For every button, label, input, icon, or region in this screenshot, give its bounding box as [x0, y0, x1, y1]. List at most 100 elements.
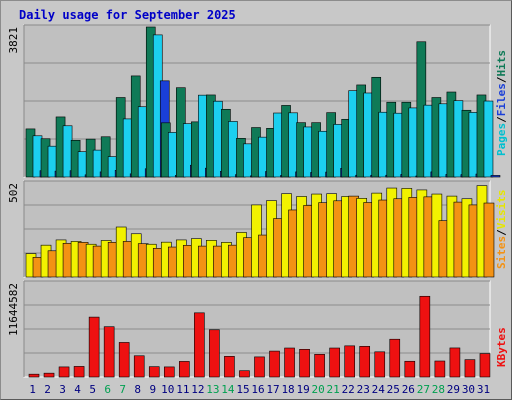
bar-files-day-12	[198, 94, 208, 178]
bar-files-day-24	[378, 111, 389, 178]
bar-kbytes-day-26	[404, 360, 416, 378]
x-tick-label-15: 15	[236, 383, 249, 396]
bar-kbytes-day-8	[133, 355, 145, 378]
bar-files-day-28	[438, 103, 449, 178]
x-tick-label-1: 1	[29, 383, 36, 396]
bar-kbytes-day-5	[88, 316, 100, 378]
bar-kbytes-day-18	[284, 347, 295, 378]
x-tick-label-27: 27	[417, 383, 430, 396]
bar-files-day-18	[288, 112, 298, 178]
x-tick-label-22: 22	[342, 383, 355, 396]
y-max-label: 11644582	[7, 283, 20, 336]
x-tick-label-14: 14	[221, 383, 235, 396]
bar-files-day-17	[273, 112, 283, 178]
x-tick-label-10: 10	[161, 383, 174, 396]
bar-kbytes-day-15	[239, 370, 250, 378]
bar-kbytes-day-12	[194, 312, 205, 378]
bar-files-day-26	[408, 107, 419, 178]
x-tick-label-19: 19	[296, 383, 309, 396]
bar-kbytes-day-13	[209, 329, 220, 378]
x-tick-label-7: 7	[119, 383, 126, 396]
x-tick-label-17: 17	[266, 383, 279, 396]
bar-kbytes-day-6	[103, 326, 115, 378]
bar-kbytes-day-16	[254, 356, 265, 378]
x-tick-label-4: 4	[74, 383, 81, 396]
bar-kbytes-day-30	[464, 359, 476, 378]
bar-kbytes-day-14	[224, 356, 235, 378]
legend-item-kbytes: KBytes	[495, 327, 508, 367]
chart-panel-3: 11644582 KBytes	[7, 280, 508, 378]
x-tick-label-26: 26	[402, 383, 415, 396]
legend-separator: /	[495, 229, 508, 236]
bar-kbytes-day-25	[389, 338, 401, 378]
chart-title: Daily usage for September 2025	[19, 8, 236, 22]
bar-kbytes-day-9	[148, 366, 160, 378]
legend: Sites/Visits	[495, 190, 508, 270]
bar-files-day-19	[303, 126, 313, 178]
x-tick-label-8: 8	[134, 383, 141, 396]
legend: KBytes	[495, 327, 508, 367]
x-tick-label-31: 31	[477, 383, 490, 396]
bar-kbytes-day-27	[419, 295, 431, 378]
legend-separator: /	[495, 76, 508, 83]
x-tick-label-25: 25	[387, 383, 400, 396]
y-max-label: 3821	[7, 27, 20, 54]
legend-item-files: Files	[495, 83, 508, 116]
bar-kbytes-day-21	[329, 347, 340, 378]
x-tick-label-3: 3	[59, 383, 66, 396]
legend-item-hits: Hits	[495, 50, 508, 77]
y-max-label: 502	[7, 183, 20, 203]
bar-kbytes-day-29	[449, 347, 461, 378]
bar-sites-day-31	[483, 202, 495, 278]
bar-files-day-23	[363, 92, 374, 178]
bar-files-day-29	[453, 100, 464, 178]
x-tick-label-9: 9	[149, 383, 156, 396]
x-tick-label-29: 29	[447, 383, 460, 396]
bar-files-day-27	[423, 104, 434, 178]
bar-kbytes-day-31	[479, 353, 491, 378]
bar-files-day-31	[483, 100, 494, 178]
bar-kbytes-day-23	[359, 346, 371, 378]
bar-kbytes-day-22	[344, 345, 355, 378]
bar-files-day-25	[393, 112, 404, 178]
bar-files-day-20	[318, 130, 328, 178]
legend-item-visits: Visits	[495, 190, 508, 230]
legend-item-sites: Sites	[495, 236, 508, 269]
x-tick-label-18: 18	[281, 383, 294, 396]
bar-files-day-7	[122, 118, 133, 178]
bar-kbytes-day-19	[299, 349, 310, 378]
x-tick-label-6: 6	[104, 383, 111, 396]
x-tick-label-5: 5	[89, 383, 96, 396]
bar-files-day-14	[228, 121, 238, 178]
legend: Pages/Files/Hits	[495, 50, 508, 156]
bar-kbytes-day-20	[314, 354, 325, 378]
bar-files-day-3	[62, 125, 73, 178]
bar-kbytes-day-17	[269, 350, 280, 378]
x-tick-label-12: 12	[191, 383, 204, 396]
bar-kbytes-day-28	[434, 360, 446, 378]
bar-kbytes-day-7	[118, 342, 130, 378]
bar-files-day-16	[258, 136, 268, 178]
bar-files-day-8	[137, 106, 148, 178]
chart-panel-2: 502 Sites/Visits	[7, 180, 508, 278]
bar-files-day-22	[348, 90, 358, 178]
x-tick-label-13: 13	[206, 383, 219, 396]
x-tick-label-30: 30	[462, 383, 475, 396]
bar-files-day-13	[213, 100, 223, 178]
legend-item-pages: Pages	[495, 123, 508, 156]
bar-kbytes-day-1	[28, 373, 40, 378]
bar-kbytes-day-2	[43, 372, 55, 378]
x-tick-label-11: 11	[176, 383, 189, 396]
legend-separator: /	[495, 116, 508, 123]
bar-kbytes-day-4	[73, 366, 85, 378]
bar-kbytes-day-24	[374, 351, 386, 378]
bar-kbytes-day-11	[179, 361, 190, 378]
x-tick-label-2: 2	[44, 383, 51, 396]
bar-files-day-15	[243, 143, 253, 178]
bar-kbytes-day-3	[58, 366, 70, 378]
x-tick-label-16: 16	[251, 383, 264, 396]
bar-pages-day-31	[490, 175, 501, 178]
bar-files-day-30	[468, 112, 479, 178]
